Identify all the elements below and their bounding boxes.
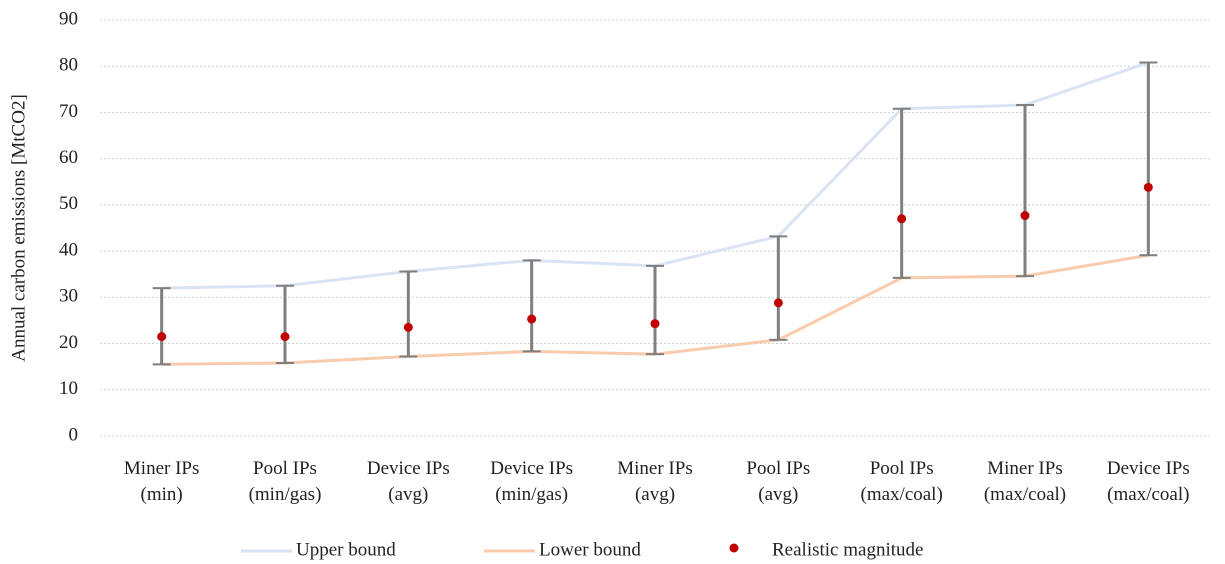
- point: [157, 332, 167, 342]
- x-tick-label: Miner IPs (min): [123, 458, 200, 505]
- point: [403, 322, 413, 332]
- y-tick-label: 0: [69, 424, 79, 445]
- y-tick-label: 30: [59, 286, 78, 307]
- point: [1020, 211, 1030, 221]
- point: [897, 214, 907, 224]
- point: [650, 319, 660, 329]
- y-tick-label: 50: [59, 193, 78, 214]
- x-tick-label: Device IPs (max/coal): [1106, 458, 1190, 505]
- y-tick-label: 90: [59, 8, 78, 29]
- x-tick-label: Device IPs (avg): [366, 458, 450, 505]
- point: [1143, 182, 1153, 192]
- y-tick-label: 80: [59, 55, 78, 76]
- y-tick-label: 60: [59, 147, 78, 168]
- y-tick-label: 40: [59, 239, 78, 260]
- y-axis-label: Annual carbon emissions [MtCO2]: [8, 94, 29, 362]
- point: [280, 332, 290, 342]
- y-tick-label: 70: [59, 101, 78, 122]
- legend-label: Lower bound: [539, 539, 641, 560]
- x-tick-label: Pool IPs (max/coal): [860, 458, 943, 505]
- y-tick-label: 20: [59, 332, 78, 353]
- series-line: [161, 61, 1149, 290]
- point: [527, 314, 537, 324]
- legend-label: Realistic magnitude: [772, 539, 923, 560]
- x-tick-label: Device IPs (min/gas): [490, 458, 574, 505]
- point: [773, 298, 783, 308]
- legend-swatch: [729, 543, 739, 553]
- y-tick-label: 10: [59, 378, 78, 399]
- legend-label: Upper bound: [296, 539, 396, 560]
- x-tick-label: Pool IPs (min/gas): [248, 458, 322, 505]
- x-tick-label: Pool IPs (avg): [746, 458, 811, 505]
- x-tick-label: Miner IPs (max/coal): [983, 458, 1067, 505]
- x-tick-label: Miner IPs (avg): [617, 458, 693, 505]
